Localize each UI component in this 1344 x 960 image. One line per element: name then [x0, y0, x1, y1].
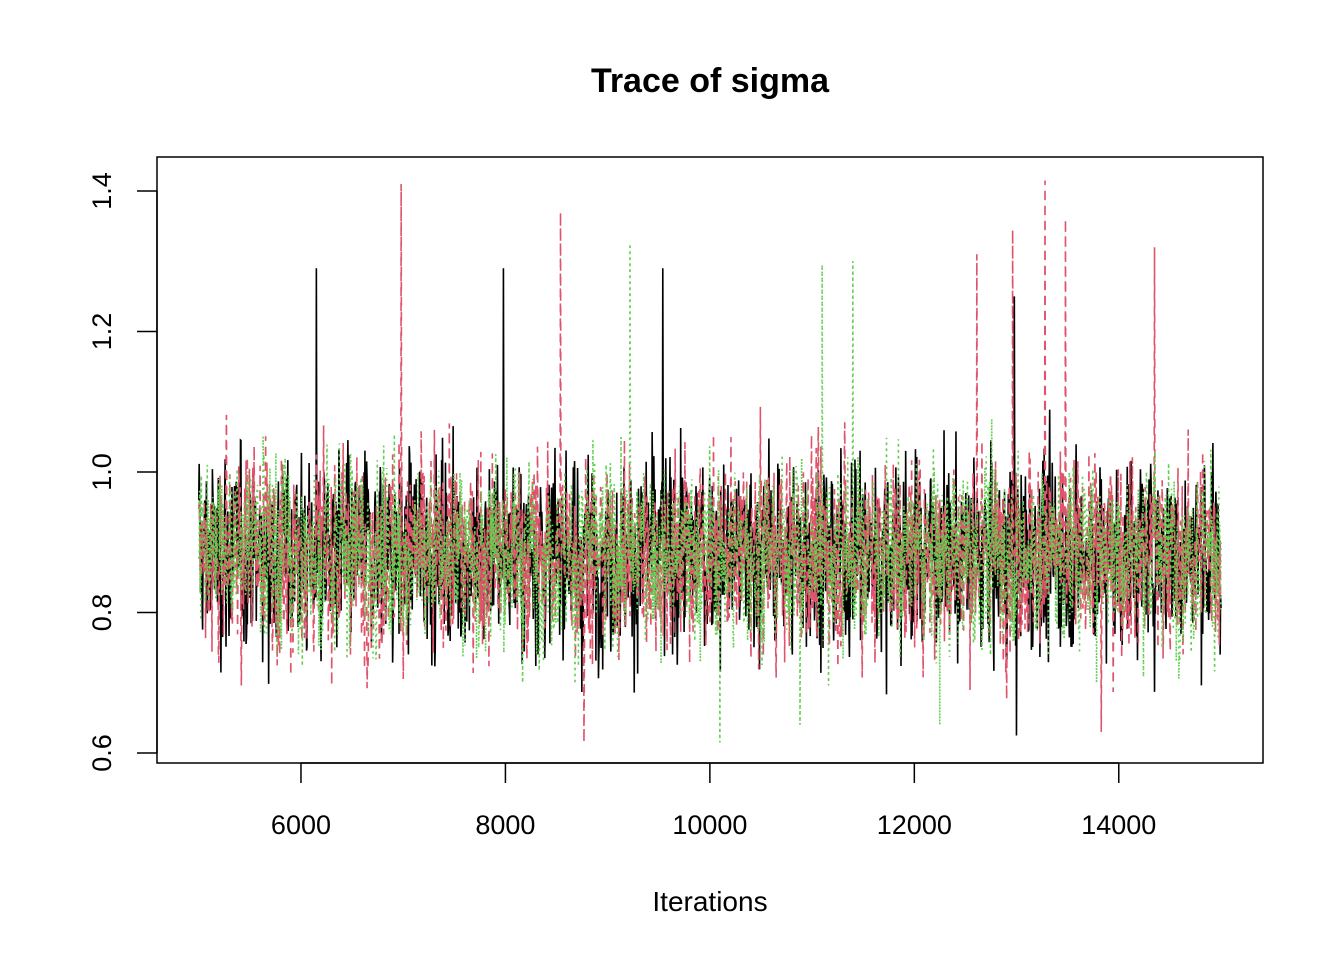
- y-axis: 0.6 0.8 1.0 1.2 1.4: [87, 172, 158, 772]
- x-tick-label: 8000: [475, 810, 535, 840]
- y-tick-label: 1.2: [87, 313, 117, 351]
- chart-title: Trace of sigma: [591, 62, 830, 100]
- x-tick-label: 10000: [672, 810, 747, 840]
- x-tick-label: 12000: [877, 810, 952, 840]
- y-tick-label: 0.6: [87, 734, 117, 772]
- y-tick-label: 1.4: [87, 172, 117, 210]
- x-axis: 6000 8000 10000 12000 14000: [271, 762, 1156, 840]
- trace-line-chain-2: [197, 180, 1222, 743]
- x-axis-label: Iterations: [652, 886, 767, 917]
- y-tick-label: 1.0: [87, 453, 117, 491]
- x-tick-label: 14000: [1081, 810, 1156, 840]
- traces: [197, 180, 1222, 743]
- trace-line-chain-1: [197, 268, 1222, 736]
- trace-line-chain-3: [197, 243, 1222, 743]
- y-tick-label: 0.8: [87, 594, 117, 632]
- x-tick-label: 6000: [271, 810, 331, 840]
